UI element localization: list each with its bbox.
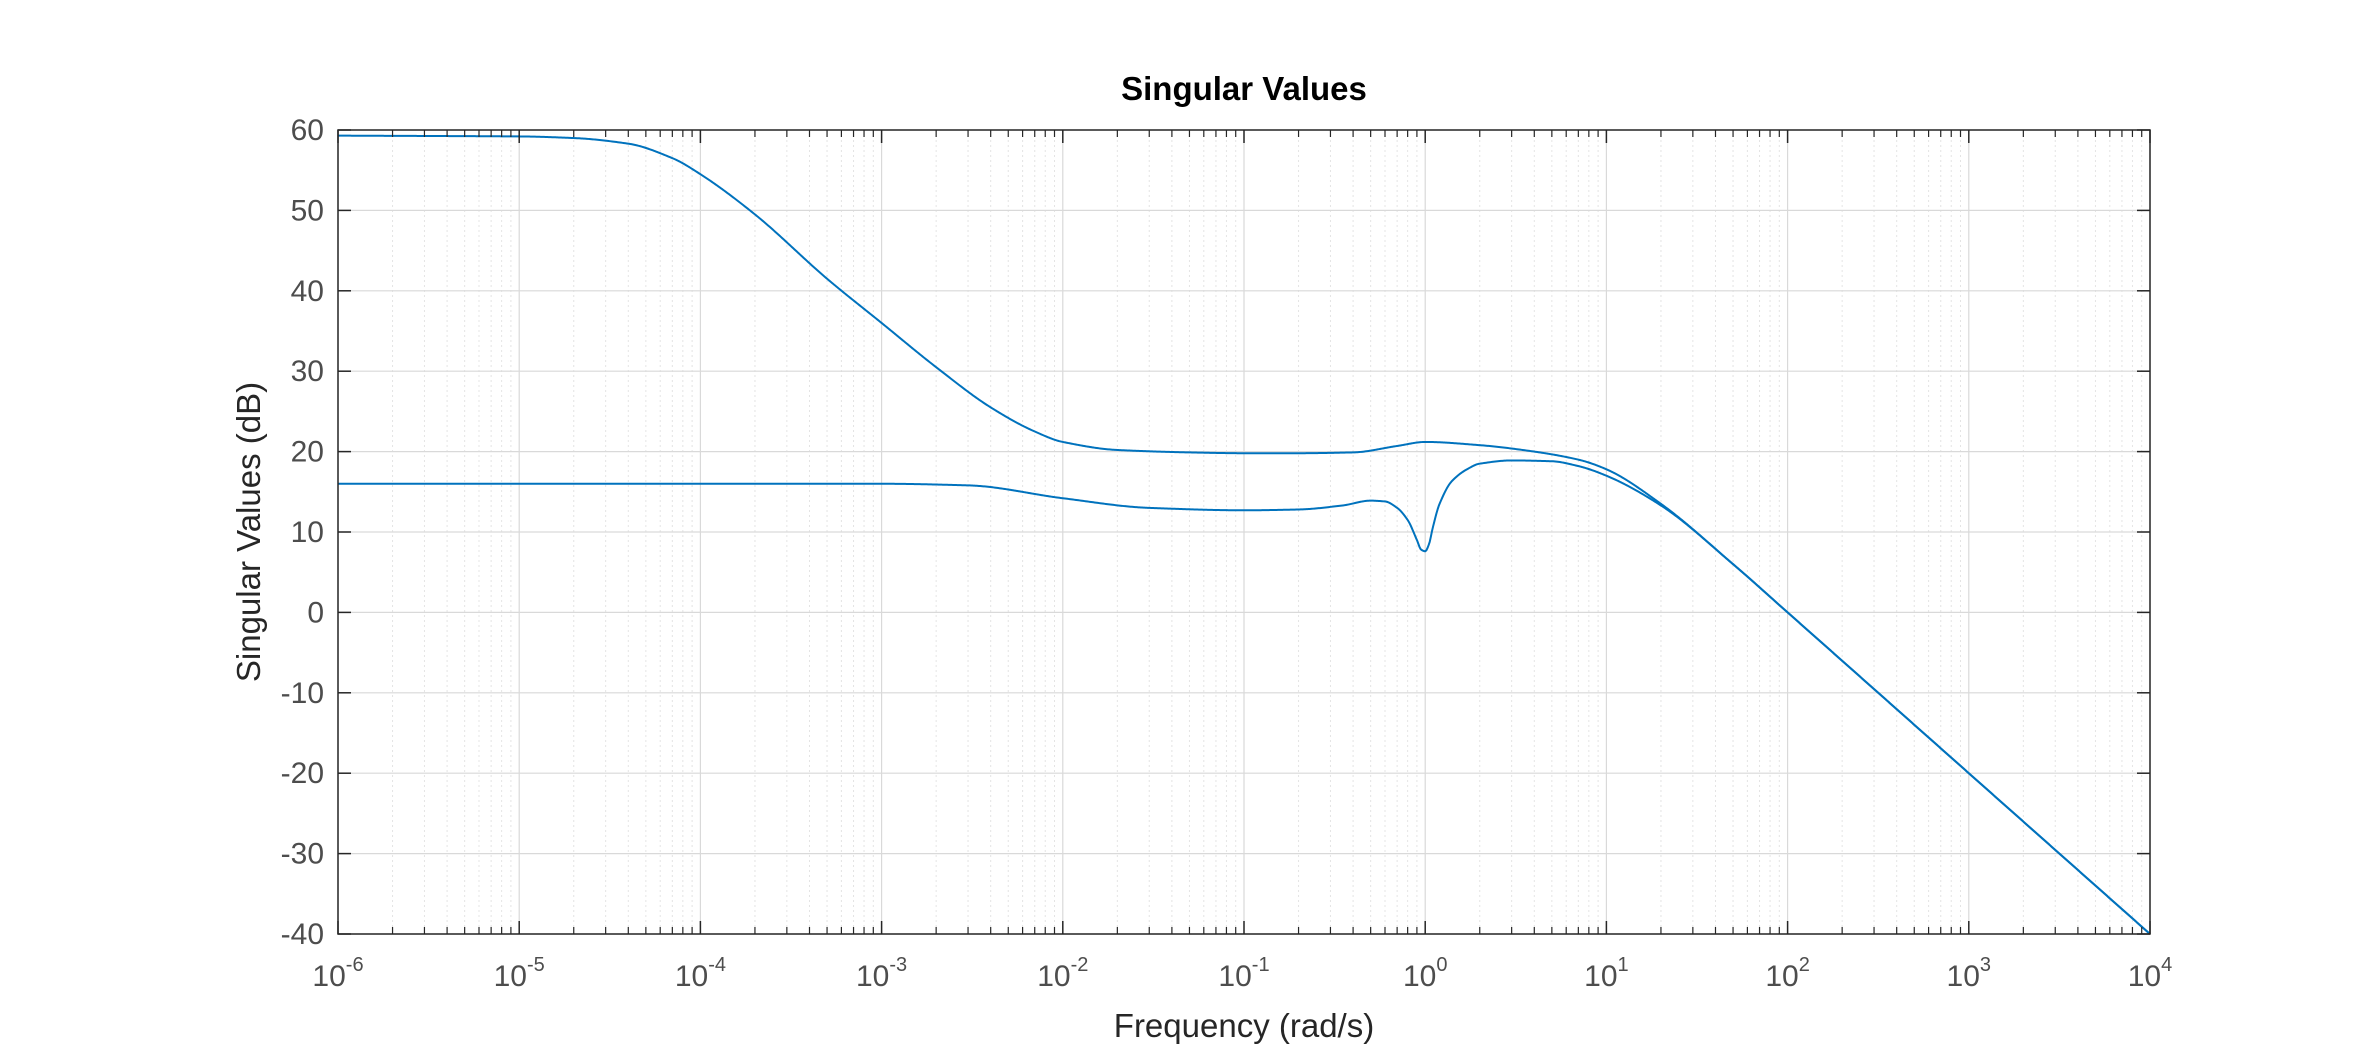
y-tick-labels: 60 50 40 30 20 10 0 -10 -20 -30 -40 xyxy=(281,114,324,951)
y-tick-label: 40 xyxy=(291,275,324,308)
x-tick-label: 104 xyxy=(2128,954,2173,993)
x-axis-label: Frequency (rad/s) xyxy=(1114,1007,1374,1044)
x-tick-label: 101 xyxy=(1584,954,1629,993)
x-tick-label: 10-3 xyxy=(856,954,907,993)
y-tick-label: -30 xyxy=(281,838,324,871)
y-tick-label: 50 xyxy=(291,194,324,227)
x-tick-label: 100 xyxy=(1403,954,1448,993)
y-tick-label: 20 xyxy=(291,436,324,469)
x-tick-label: 102 xyxy=(1765,954,1810,993)
y-tick-label: 30 xyxy=(291,355,324,388)
x-tick-label: 103 xyxy=(1947,954,1992,993)
x-tick-label: 10-4 xyxy=(675,954,726,993)
y-tick-label: 60 xyxy=(291,114,324,147)
y-tick-label: 10 xyxy=(291,516,324,549)
x-tick-label: 10-6 xyxy=(312,954,363,993)
y-tick-label: 0 xyxy=(307,596,324,629)
series-line-2 xyxy=(338,459,2151,935)
x-tick-label: 10-2 xyxy=(1037,954,1088,993)
x-tick-label: 10-1 xyxy=(1218,954,1269,993)
x-tick-label: 10-5 xyxy=(494,954,545,993)
y-tick-label: -10 xyxy=(281,677,324,710)
series-layer xyxy=(338,134,2151,935)
x-tick-labels: 10-6 10-5 10-4 10-3 10-2 10-1 100 101 102 103 104 xyxy=(312,954,2172,993)
y-axis-label: Singular Values (dB) xyxy=(230,382,267,682)
y-tick-label: -40 xyxy=(281,918,324,951)
y-tick-label: -20 xyxy=(281,757,324,790)
chart-title: Singular Values xyxy=(1121,70,1367,107)
tick-marks xyxy=(337,129,2151,935)
